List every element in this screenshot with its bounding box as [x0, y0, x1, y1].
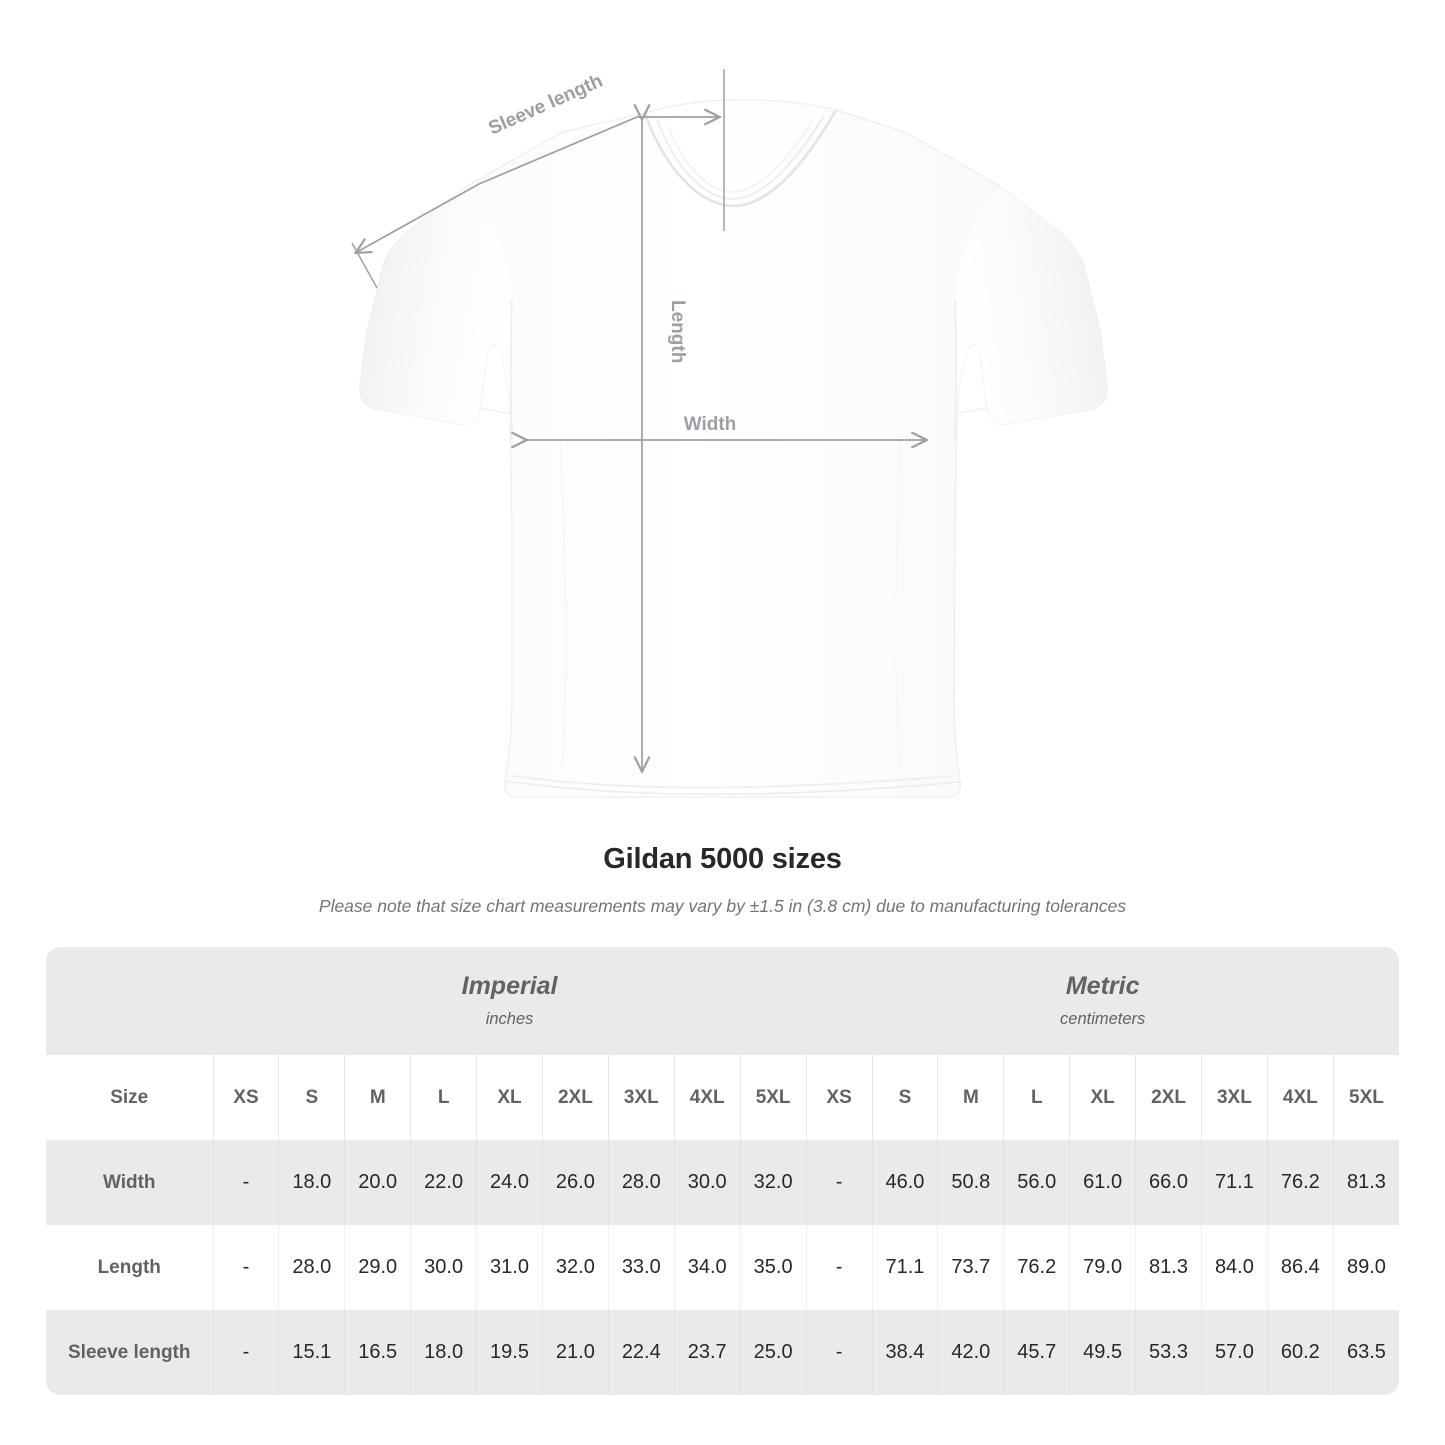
measurement-cell: 63.5 [1332, 1310, 1399, 1395]
size-header-cell-metric-2xl: 2XL [1135, 1055, 1202, 1140]
measurement-cell: 60.2 [1266, 1310, 1334, 1395]
measurement-cell: 25.0 [739, 1310, 807, 1395]
unit-system-name: Metric [1065, 972, 1140, 1000]
measurement-cell: 56.0 [1003, 1140, 1070, 1225]
measurement-cell: 30.0 [410, 1225, 477, 1310]
table-row: Width -18.0 20.0 22.0 24.0 26.0 28.0 30.0 32.0-4… [46, 1140, 1399, 1225]
size-header-cell-metric-m: M [937, 1055, 1004, 1140]
size-header-cell-metric-5xl: 5XL [1332, 1055, 1399, 1140]
size-header-cell-metric-xs: XS [805, 1055, 873, 1140]
width-annotation-label: Width [684, 414, 737, 435]
measurement-cell: 29.0 [344, 1225, 411, 1310]
measurement-cell: 53.3 [1135, 1310, 1202, 1395]
measurement-cell: 28.0 [607, 1140, 675, 1225]
measurement-cell: 32.0 [541, 1225, 609, 1310]
tshirt-diagram: Sleeve length Length Width [351, 69, 1108, 798]
measurement-cell: 50.8 [937, 1140, 1004, 1225]
size-header-cell-imperial-l: L [410, 1055, 477, 1140]
width-measure: Width [525, 414, 925, 440]
tshirt-illustration-svg: Sleeve length Length Width [351, 69, 1108, 798]
measurement-cell: 45.7 [1003, 1310, 1070, 1395]
measurement-cell: - [212, 1225, 279, 1310]
measurement-cell: 38.4 [871, 1310, 938, 1395]
size-header-cell-metric-xl: XL [1069, 1055, 1136, 1140]
measurement-cell: 66.0 [1135, 1140, 1202, 1225]
shirt-silhouette [359, 99, 1108, 798]
measurement-cell: 32.0 [739, 1140, 807, 1225]
measurement-cell: 28.0 [278, 1225, 345, 1310]
size-header-cell-metric-3xl: 3XL [1200, 1055, 1268, 1140]
size-header-cell-metric-s: S [871, 1055, 938, 1140]
measurement-cell: - [805, 1140, 873, 1225]
unit-banner-cell: Metric centimeters [806, 947, 1399, 1055]
measurement-cell: 86.4 [1266, 1225, 1334, 1310]
measurement-cell: 71.1 [1200, 1140, 1268, 1225]
measurement-row-label: Width [46, 1140, 213, 1225]
chart-heading-block: Gildan 5000 sizes Please note that size … [0, 840, 1445, 918]
measurement-row-label: Length [46, 1225, 213, 1310]
measurement-cell: - [805, 1225, 873, 1310]
measurement-cell: 26.0 [541, 1140, 609, 1225]
size-header-cell-metric-l: L [1003, 1055, 1070, 1140]
measurement-cell: 81.3 [1135, 1225, 1202, 1310]
size-chart-table: Imperial inches Metric centimeters Size XS S M L… [46, 947, 1399, 1395]
measurement-cell: 49.5 [1069, 1310, 1136, 1395]
unit-banner-spacer [46, 947, 213, 1055]
size-header-cell-imperial-5xl: 5XL [739, 1055, 807, 1140]
measurement-cell: - [212, 1310, 279, 1395]
measurement-cell: 89.0 [1332, 1225, 1399, 1310]
size-header-cell-imperial-xl: XL [476, 1055, 543, 1140]
size-header-cell-metric-4xl: 4XL [1266, 1055, 1334, 1140]
size-header-cell-imperial-xs: XS [212, 1055, 279, 1140]
measurement-cell: 34.0 [673, 1225, 741, 1310]
size-header-cell-imperial-s: S [278, 1055, 345, 1140]
measurement-cell: 35.0 [739, 1225, 807, 1310]
measurement-cell: - [212, 1140, 279, 1225]
size-header-label: Size [46, 1055, 213, 1140]
measurement-cell: 16.5 [344, 1310, 411, 1395]
size-header-cell-imperial-2xl: 2XL [541, 1055, 609, 1140]
table-row: Sleeve length -15.1 16.5 18.0 19.5 21.0 22.4 23… [46, 1310, 1399, 1395]
measurement-cell: 79.0 [1069, 1225, 1136, 1310]
measurement-cell: 30.0 [673, 1140, 741, 1225]
measurement-cell: 24.0 [476, 1140, 543, 1225]
size-chart-table-container: Imperial inches Metric centimeters Size XS S M L… [46, 947, 1399, 1395]
size-header-row: Size XS S M L XL 2XL 3XL 4XL 5XL XS S M L XL 2XL 3XL 4XL 5… [46, 1055, 1399, 1140]
table-row: Length -28.0 29.0 30.0 31.0 32.0 33.0 34.0 35.0-… [46, 1225, 1399, 1310]
page-title: Gildan 5000 sizes [603, 843, 842, 875]
measurement-cell: 22.0 [410, 1140, 477, 1225]
size-header-cell-imperial-m: M [344, 1055, 411, 1140]
measurement-cell: 20.0 [344, 1140, 411, 1225]
measurement-cell: 18.0 [278, 1140, 345, 1225]
measurement-cell: 71.1 [871, 1225, 938, 1310]
tolerance-note: Please note that size chart measurements… [318, 896, 1127, 916]
measurement-cell: 21.0 [541, 1310, 609, 1395]
measurement-row-label: Sleeve length [46, 1310, 213, 1395]
unit-system-subtitle: inches [485, 1010, 534, 1028]
measurement-cell: 33.0 [607, 1225, 675, 1310]
measurement-cell: 76.2 [1003, 1225, 1070, 1310]
measurement-cell: 31.0 [476, 1225, 543, 1310]
measurement-cell: - [805, 1310, 873, 1395]
length-annotation-label: Length [667, 300, 688, 363]
measurement-cell: 15.1 [278, 1310, 345, 1395]
unit-banner-cell: Imperial inches [213, 947, 807, 1055]
unit-banner-row: Imperial inches Metric centimeters [46, 947, 1399, 1055]
measurement-cell: 42.0 [937, 1310, 1004, 1395]
unit-system-name: Imperial [461, 972, 558, 1000]
measurement-cell: 81.3 [1332, 1140, 1399, 1225]
measurement-cell: 61.0 [1069, 1140, 1136, 1225]
measurement-cell: 46.0 [871, 1140, 938, 1225]
measurement-cell: 73.7 [937, 1225, 1004, 1310]
size-header-cell-imperial-4xl: 4XL [673, 1055, 741, 1140]
measurement-cell: 84.0 [1200, 1225, 1268, 1310]
measurement-cell: 19.5 [476, 1310, 543, 1395]
measurement-cell: 18.0 [410, 1310, 477, 1395]
measurement-cell: 22.4 [607, 1310, 675, 1395]
measurement-cell: 76.2 [1266, 1140, 1334, 1225]
measurement-cell: 23.7 [673, 1310, 741, 1395]
measurement-cell: 57.0 [1200, 1310, 1268, 1395]
size-header-cell-imperial-3xl: 3XL [607, 1055, 675, 1140]
unit-system-subtitle: centimeters [1060, 1010, 1146, 1028]
